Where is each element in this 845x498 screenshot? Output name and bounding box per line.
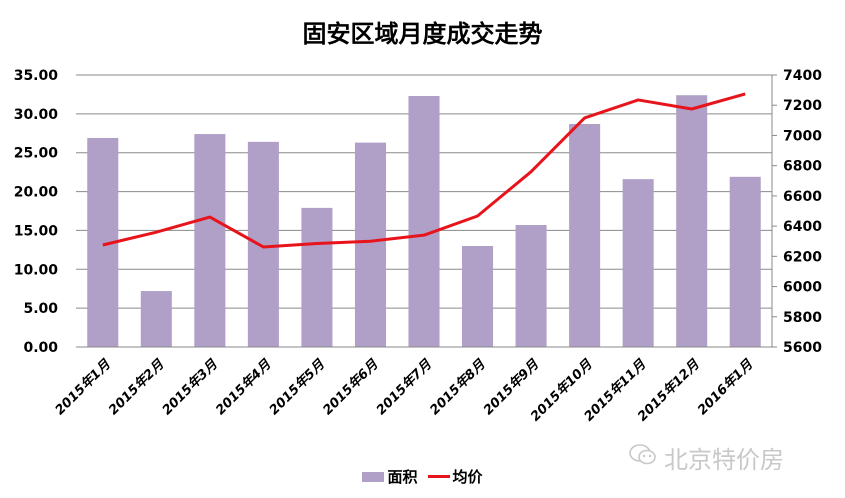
bar xyxy=(408,95,440,348)
watermark: 北京特价房 xyxy=(628,440,784,475)
bar xyxy=(462,245,494,347)
x-tick: 2015年6月 xyxy=(320,356,382,418)
y-left-tick: 25.00 xyxy=(14,146,59,162)
watermark-text: 北京特价房 xyxy=(664,446,784,474)
bar xyxy=(622,179,654,347)
y-left-tick: 0.00 xyxy=(23,340,58,356)
legend-bar-swatch xyxy=(362,471,385,482)
x-tick: 2015年2月 xyxy=(105,356,167,418)
wechat-icon xyxy=(628,442,658,474)
bar xyxy=(194,134,226,347)
bar xyxy=(247,141,279,347)
bar xyxy=(140,291,172,347)
y-left-tick: 35.00 xyxy=(14,68,59,84)
bar xyxy=(569,123,601,348)
y-right-tick: 7400 xyxy=(783,68,822,84)
legend-label-area: 面积 xyxy=(387,468,418,486)
y-right-tick: 5800 xyxy=(783,310,822,326)
x-tick: 2015年3月 xyxy=(159,356,221,418)
x-tick: 2015年4月 xyxy=(213,356,275,418)
y-left-tick: 15.00 xyxy=(14,223,59,239)
y-right-tick: 7200 xyxy=(783,98,822,114)
x-tick: 2015年8月 xyxy=(427,356,489,418)
x-tick: 2016年1月 xyxy=(694,356,756,418)
y-right-tick: 6600 xyxy=(783,189,822,205)
x-tick: 2015年1月 xyxy=(52,356,114,418)
price-line xyxy=(102,92,746,249)
y-left-tick: 10.00 xyxy=(14,262,59,278)
chart-title: 固安区域月度成交走势 xyxy=(302,20,543,48)
bar xyxy=(729,176,761,347)
bar xyxy=(301,207,333,347)
y-left-tick: 20.00 xyxy=(14,185,59,201)
legend-label-price: 均价 xyxy=(452,468,483,486)
y-right-tick: 5600 xyxy=(783,340,822,356)
x-tick: 2015年5月 xyxy=(266,356,328,418)
y-right-tick: 6000 xyxy=(783,280,822,296)
bar xyxy=(354,142,386,347)
legend: 面积 均价 xyxy=(0,466,845,487)
bar xyxy=(515,224,547,347)
y-right-tick: 6200 xyxy=(783,249,822,265)
y-right-tick: 7000 xyxy=(783,128,822,144)
legend-line-swatch xyxy=(427,475,450,478)
legend-item-area: 面积 xyxy=(362,466,418,487)
bar xyxy=(676,95,708,347)
y-right-tick: 6400 xyxy=(783,219,822,235)
y-left-tick: 30.00 xyxy=(14,107,59,123)
y-left-tick: 5.00 xyxy=(23,301,58,317)
y-right-tick: 6800 xyxy=(783,159,822,175)
legend-item-price: 均价 xyxy=(427,466,483,487)
x-tick: 2015年7月 xyxy=(373,356,435,418)
